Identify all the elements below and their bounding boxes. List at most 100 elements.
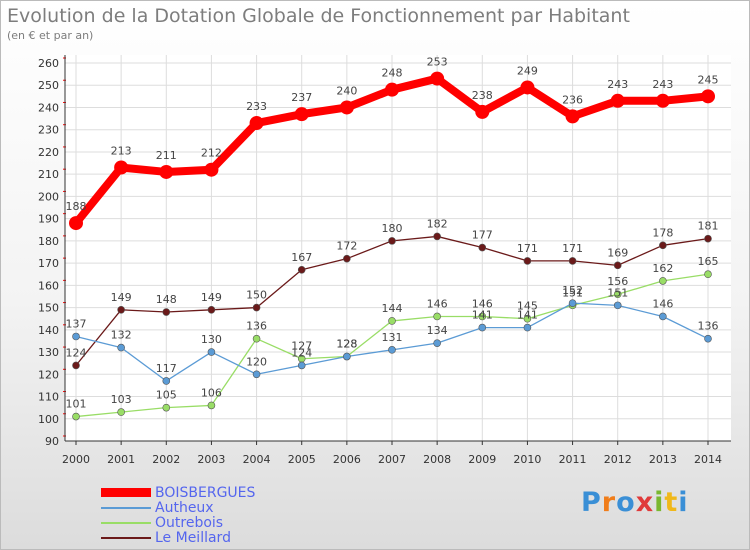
data-label: 156	[607, 275, 628, 288]
legend-label: BOISBERGUES	[155, 484, 256, 501]
data-label: 180	[382, 222, 403, 235]
data-point	[252, 303, 261, 312]
y-tick-label: 170	[38, 257, 59, 270]
data-point	[430, 71, 445, 86]
data-point	[659, 312, 667, 321]
y-tick-label: 90	[45, 435, 59, 448]
data-point	[478, 243, 487, 252]
data-label: 103	[111, 393, 132, 406]
data-label: 169	[607, 246, 628, 259]
data-point	[72, 361, 80, 370]
data-point	[523, 323, 532, 332]
data-label: 141	[472, 309, 493, 322]
data-point	[252, 370, 261, 379]
data-point	[433, 232, 441, 241]
x-tick-label: 2013	[649, 453, 677, 466]
legend-swatch	[101, 488, 151, 497]
data-label: 167	[291, 251, 312, 264]
data-point	[252, 334, 261, 343]
legend-label: Autheux	[155, 499, 214, 516]
data-label: 127	[291, 340, 312, 353]
data-label: 211	[156, 149, 177, 162]
legend-item: Le Meillard	[101, 529, 255, 546]
plot-area	[65, 55, 731, 441]
data-point	[388, 346, 396, 354]
x-tick-label: 2002	[152, 453, 180, 466]
data-point	[659, 277, 667, 285]
chart-subtitle: (en € et par an)	[7, 29, 94, 42]
data-point	[162, 403, 171, 412]
data-point	[523, 257, 532, 265]
data-label: 137	[66, 317, 87, 330]
x-tick-label: 2007	[378, 453, 406, 466]
data-label: 213	[111, 145, 132, 158]
data-point	[659, 241, 667, 250]
data-label: 117	[156, 362, 177, 375]
x-tick-label: 2008	[423, 453, 451, 466]
data-label: 188	[66, 200, 87, 213]
data-label: 148	[156, 293, 177, 306]
data-point	[568, 257, 577, 265]
data-label: 243	[652, 78, 673, 91]
data-label: 101	[66, 398, 87, 411]
x-tick-label: 2009	[468, 453, 496, 466]
x-tick-label: 2012	[604, 453, 632, 466]
x-tick-label: 2010	[513, 453, 541, 466]
data-label: 128	[336, 338, 357, 351]
data-point	[475, 104, 490, 119]
data-point	[388, 237, 396, 245]
data-label: 212	[201, 147, 222, 160]
series-boisbergues	[69, 71, 715, 231]
data-point	[117, 306, 125, 314]
data-point	[568, 299, 577, 307]
legend: BOISBERGUES Autheux Outrebois Le Meillard	[101, 484, 256, 546]
data-point	[204, 162, 219, 177]
data-point	[704, 334, 712, 343]
x-tick-label: 2011	[559, 453, 587, 466]
data-label: 171	[562, 242, 583, 255]
y-tick-label: 230	[38, 124, 59, 137]
data-point	[72, 412, 80, 421]
y-tick-label: 200	[38, 190, 59, 203]
data-label: 171	[517, 242, 538, 255]
data-point	[565, 109, 580, 124]
chart-title: Evolution de la Dotation Globale de Fonc…	[7, 5, 630, 27]
y-tick-label: 220	[38, 146, 59, 159]
y-tick-label: 120	[38, 368, 59, 381]
data-label: 130	[201, 333, 222, 346]
logo-letter: i	[654, 487, 665, 518]
data-point	[249, 116, 264, 131]
data-label: 233	[246, 100, 267, 113]
x-tick-label: 2005	[288, 453, 316, 466]
data-point	[343, 352, 351, 361]
data-point	[117, 408, 125, 416]
legend-item: Outrebois	[101, 514, 255, 531]
data-label: 131	[382, 331, 403, 344]
legend-item: BOISBERGUES	[101, 484, 256, 501]
data-label: 181	[698, 220, 719, 233]
legend-label: Outrebois	[155, 514, 224, 531]
series-le-meillard	[72, 232, 712, 370]
data-point	[207, 401, 216, 410]
data-label: 249	[517, 64, 538, 77]
logo-letter: P	[581, 487, 602, 518]
data-label: 248	[382, 67, 403, 80]
data-label: 124	[291, 346, 312, 359]
data-point	[610, 93, 625, 108]
data-point	[343, 254, 351, 263]
data-label: 141	[517, 309, 538, 322]
data-point	[69, 216, 83, 231]
data-label: 146	[652, 297, 673, 310]
data-label: 152	[562, 284, 583, 297]
series-autheux	[72, 299, 712, 385]
data-label: 146	[472, 297, 493, 310]
data-label: 240	[336, 84, 357, 97]
legend-label: Le Meillard	[155, 529, 231, 546]
logo-letter: t	[664, 487, 679, 518]
data-point	[385, 82, 399, 97]
legend-swatch	[101, 521, 151, 524]
proxiti-logo: Proxiti	[581, 487, 689, 518]
data-point	[159, 164, 174, 179]
data-label: 236	[562, 93, 583, 106]
